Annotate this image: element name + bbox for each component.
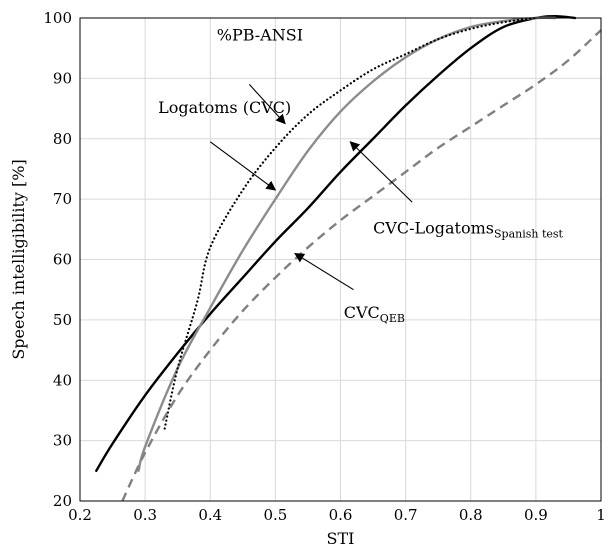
x-tick-label: 0.5: [263, 506, 287, 524]
annotation-arrow-pb_ansi: [248, 84, 286, 125]
annotation-arrow-cvc_logatoms_spanish: [349, 141, 413, 203]
series-line-cvc_logatoms_spanish: [95, 14, 577, 473]
series-line-pb_ansi: [163, 16, 537, 430]
series-line-logatoms_cvc: [137, 16, 557, 473]
x-tick-label: 1: [596, 506, 606, 524]
x-tick-label: 0.9: [524, 506, 548, 524]
annotation-text: %PB-ANSI: [217, 25, 303, 44]
annotation-arrow-cvc_qeb: [294, 252, 354, 291]
annotation-label-pb_ansi: %PB-ANSI: [217, 25, 303, 44]
y-tick-label: 100: [43, 9, 72, 27]
x-tick-label: 0.8: [459, 506, 483, 524]
tick-labels: 0.2 0.3 0.4 0.5 0.6 0.7 0.8 0.9 1 20 30 40 50 60 70 80 9…: [43, 9, 605, 524]
annotation-text: CVC: [344, 303, 380, 322]
y-tick-label: 20: [53, 492, 72, 510]
annotation-text: Logatoms (CVC): [158, 98, 291, 117]
x-tick-label: 0.7: [394, 506, 418, 524]
annotation-text: CVC-Logatoms: [373, 219, 494, 238]
y-axis-label: Speech intelligibility [%]: [9, 159, 28, 359]
y-tick-label: 30: [53, 432, 72, 450]
grid: [80, 18, 601, 501]
series-line-cvc_qeb: [121, 29, 602, 502]
annotation-subscript: Spanish test: [494, 228, 564, 241]
annotation-label-logatoms_cvc: Logatoms (CVC): [158, 98, 291, 117]
y-tick-label: 70: [53, 190, 72, 208]
x-tick-label: 0.2: [68, 506, 92, 524]
annotation-subscript: QEB: [380, 312, 405, 325]
y-tick-label: 80: [53, 130, 72, 148]
annotation-label-cvc_logatoms_spanish: CVC-LogatomsSpanish test: [373, 219, 563, 241]
annotation-label-cvc_qeb: CVCQEB: [344, 303, 405, 325]
annotations: %PB-ANSI Logatoms (CVC) CVC-LogatomsSpanis…: [158, 25, 563, 325]
series-lines: [95, 14, 602, 502]
y-tick-label: 60: [53, 251, 72, 269]
annotation-arrow-logatoms_cvc: [209, 141, 277, 191]
x-tick-label: 0.3: [133, 506, 157, 524]
x-axis-label: STI: [327, 529, 355, 548]
x-tick-label: 0.4: [198, 506, 222, 524]
y-tick-label: 90: [53, 69, 72, 87]
x-tick-label: 0.6: [329, 506, 353, 524]
y-tick-label: 50: [53, 311, 72, 329]
plot-frame: [79, 17, 602, 502]
y-tick-label: 40: [53, 371, 72, 389]
